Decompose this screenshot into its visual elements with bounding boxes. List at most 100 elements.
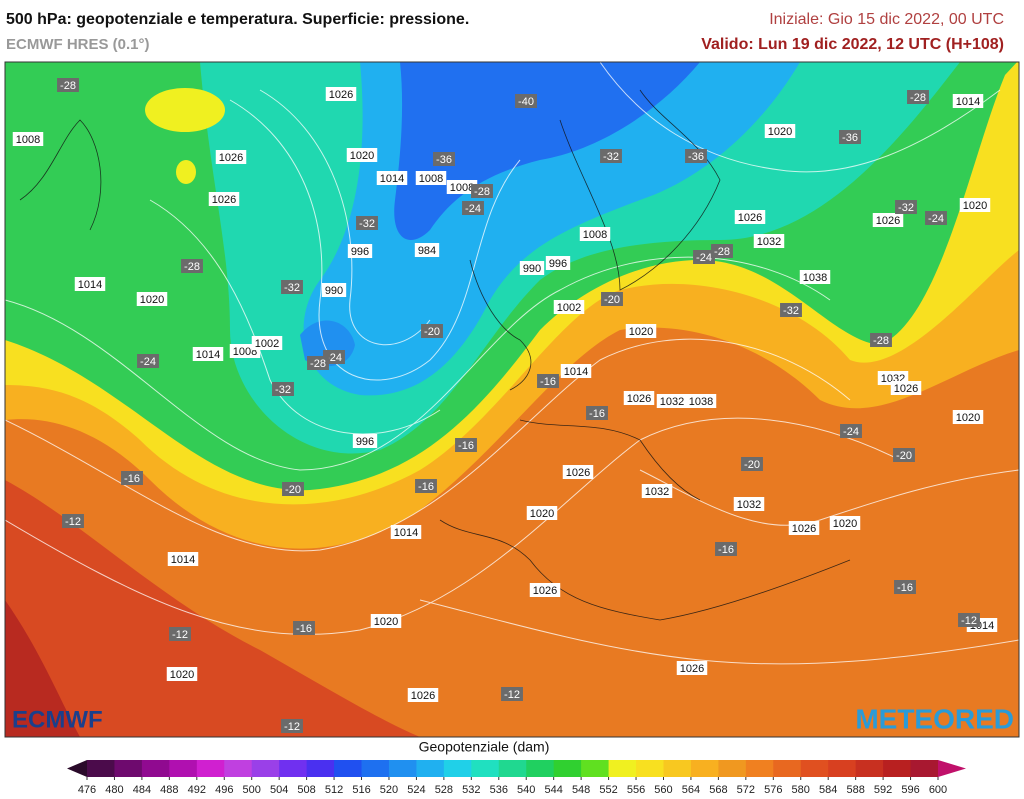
pressure-label-box [764, 124, 796, 138]
pressure-label: 1020 [170, 669, 194, 681]
temperature-label: -16 [458, 440, 474, 452]
temperature-label: -12 [284, 721, 300, 733]
pressure-label: 1026 [329, 89, 353, 101]
temperature-label-box [356, 216, 378, 230]
colorbar-segment [828, 760, 857, 777]
pressure-label: 1026 [566, 467, 590, 479]
pressure-label-box [526, 506, 558, 520]
temperature-label-box [62, 514, 84, 528]
temperature-label-box [711, 244, 733, 258]
temperature-label-box [137, 354, 159, 368]
pressure-label-box [952, 410, 984, 424]
pressure-label-box [656, 394, 688, 408]
colorbar-tick-label: 596 [901, 784, 919, 796]
colorbar-segment [636, 760, 664, 777]
temperature-label-box [907, 90, 929, 104]
temperature-label-box [462, 201, 484, 215]
pressure-label: 1014 [394, 527, 418, 539]
temperature-label: -32 [898, 202, 914, 214]
pressure-label: 1026 [680, 663, 704, 675]
temperature-label: -32 [284, 282, 300, 294]
colorbar-segment [690, 760, 719, 777]
pressure-label: 1002 [255, 338, 279, 350]
pressure-label: 1008 [450, 182, 474, 194]
temperature-label-box [471, 184, 493, 198]
pressure-label-box [321, 283, 347, 297]
temperature-label: -36 [842, 132, 858, 144]
pressure-label-box [136, 292, 168, 306]
temperature-label: -24 [465, 203, 481, 215]
temperature-label-box [586, 406, 608, 420]
colorbar-segment [800, 760, 829, 777]
colorbar-segment [141, 760, 170, 777]
pressure-label-box [625, 324, 657, 338]
pressure-label: 1014 [380, 173, 404, 185]
temperature-label: -16 [589, 408, 605, 420]
temperature-label-box [307, 356, 329, 370]
pressure-label: 1020 [350, 150, 374, 162]
pressure-label: 1038 [689, 396, 713, 408]
temperature-label: -20 [604, 294, 620, 306]
colorbar-tick-label: 588 [846, 784, 864, 796]
colorbar-tick-label: 488 [160, 784, 178, 796]
temperature-label: -28 [60, 80, 76, 92]
colorbar-segment [910, 760, 939, 777]
map-title: 500 hPa: geopotenziale e temperatura. Su… [6, 11, 469, 28]
colorbar-arrow-right [938, 760, 966, 777]
pressure-label: 996 [351, 246, 369, 258]
temperature-label-box [870, 333, 892, 347]
temperature-label-box [601, 292, 623, 306]
pressure-label-box [407, 688, 439, 702]
colorbar-tick-label: 532 [462, 784, 480, 796]
pressure-label-box [553, 300, 585, 314]
temperature-label-box [455, 438, 477, 452]
pressure-label: 1032 [660, 396, 684, 408]
temperature-label: -16 [540, 376, 556, 388]
temperature-label-box [501, 687, 523, 701]
temperature-label: -40 [518, 96, 534, 108]
pressure-label-box [641, 484, 673, 498]
map-area [5, 62, 1019, 737]
temperature-label-box [515, 94, 537, 108]
pressure-label-box [959, 198, 991, 212]
pressure-label: 1026 [792, 523, 816, 535]
pressure-label-box [529, 583, 561, 597]
temperature-label: -28 [474, 186, 490, 198]
colorbar-tick-label: 508 [297, 784, 315, 796]
temperature-label: -20 [424, 326, 440, 338]
colorbar-segment [87, 760, 115, 777]
colorbar-tick-label: 556 [627, 784, 645, 796]
colorbar: 476 480 484 488 492 496 500 504 508 512 516 520 524 5… [67, 760, 966, 796]
pressure-label: 1026 [212, 194, 236, 206]
pressure-label-box [952, 94, 984, 108]
pressure-label-box [579, 227, 611, 241]
temperature-label: -16 [718, 544, 734, 556]
temperature-label: -24 [928, 213, 944, 225]
pressure-label-box [346, 148, 378, 162]
pressure-label-box [251, 336, 283, 350]
pressure-label: 1026 [219, 152, 243, 164]
temperature-label: -28 [310, 358, 326, 370]
colorbar-title: Geopotenziale (dam) [419, 739, 550, 755]
pressure-label: 1020 [963, 200, 987, 212]
colorbar-tick-label: 484 [133, 784, 151, 796]
pressure-label-box [545, 256, 571, 270]
temperature-label-box [925, 211, 947, 225]
pressure-label-box [415, 171, 447, 185]
colorbar-tick-label: 516 [352, 784, 370, 796]
colorbar-segment [471, 760, 500, 777]
pressure-label-box [208, 192, 240, 206]
pressure-label: 996 [356, 436, 374, 448]
colorbar-segment [169, 760, 198, 777]
temperature-label: -16 [124, 473, 140, 485]
pressure-label: 1026 [627, 393, 651, 405]
colorbar-segment [526, 760, 555, 777]
temperature-label: -24 [843, 426, 859, 438]
pressure-label: 990 [325, 285, 343, 297]
colorbar-segment [773, 760, 802, 777]
pressure-label: 1008 [233, 346, 257, 358]
pressure-label: 1026 [738, 212, 762, 224]
colorbar-segment [361, 760, 390, 777]
colorbar-tick-label: 576 [764, 784, 782, 796]
pressure-label-box [788, 521, 820, 535]
